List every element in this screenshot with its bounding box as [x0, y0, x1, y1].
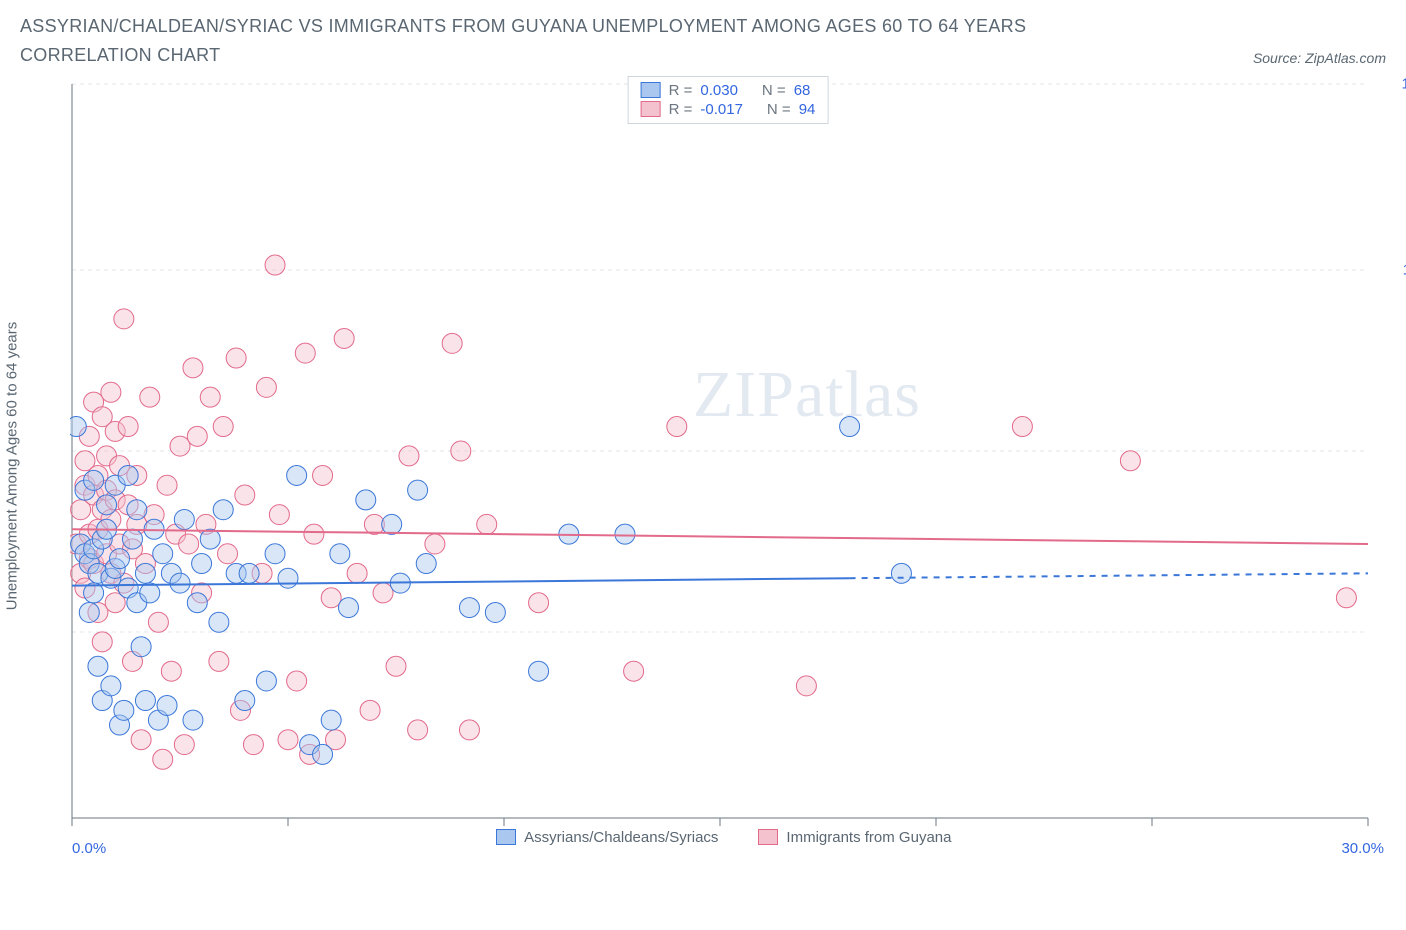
y-tick-label: 11.2% — [1403, 261, 1406, 278]
n-value-b: 94 — [799, 101, 816, 118]
stats-legend: R = 0.030 N = 68 R = -0.017 N = 94 — [628, 76, 829, 124]
r-label: R = — [669, 101, 693, 118]
n-label: N = — [762, 82, 786, 99]
source-credit: Source: ZipAtlas.com — [1253, 50, 1386, 70]
y-axis-ticks: 3.8%7.5%11.2%15.0% — [1392, 76, 1406, 836]
x-min-label: 0.0% — [72, 840, 106, 857]
n-value-a: 68 — [794, 82, 811, 99]
scatter-plot — [70, 76, 1370, 836]
legend-swatch-a — [641, 82, 661, 98]
y-tick-label: 15.0% — [1401, 75, 1406, 92]
y-axis-label: Unemployment Among Ages 60 to 64 years — [4, 322, 21, 611]
chart-title: ASSYRIAN/CHALDEAN/SYRIAC VS IMMIGRANTS F… — [20, 12, 1140, 70]
legend-swatch-b — [641, 101, 661, 117]
r-value-b: -0.017 — [700, 101, 743, 118]
n-label: N = — [767, 101, 791, 118]
r-label: R = — [669, 82, 693, 99]
x-max-label: 30.0% — [1341, 840, 1384, 857]
r-value-a: 0.030 — [700, 82, 738, 99]
